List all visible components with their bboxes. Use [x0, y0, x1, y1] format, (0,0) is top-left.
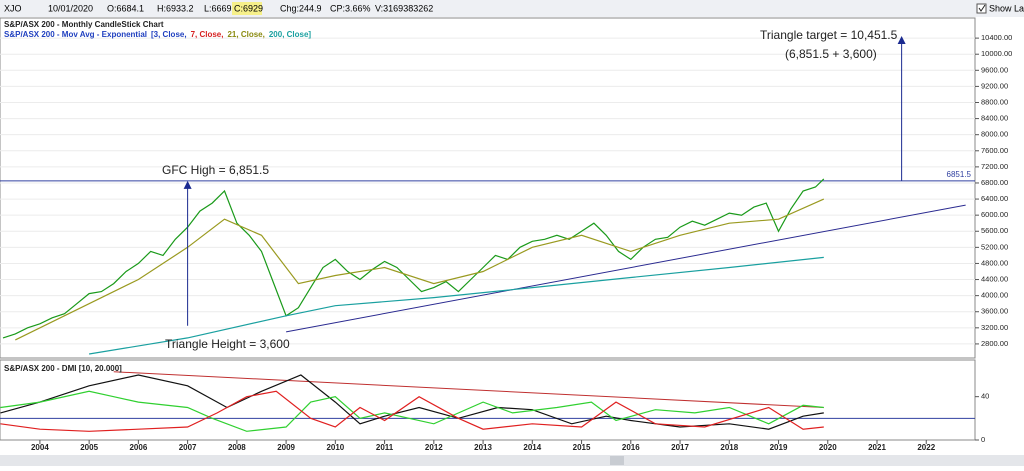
- y-tick-label: 5600.00: [981, 226, 1008, 235]
- x-tick-label: 2005: [80, 443, 98, 452]
- x-tick-label: 2007: [179, 443, 197, 452]
- y-tick-label: 9200.00: [981, 81, 1008, 90]
- annotation: Triangle Height = 3,600: [165, 337, 290, 351]
- close: C:6929: [234, 3, 263, 13]
- y-tick-label: 10000.00: [981, 49, 1012, 58]
- x-tick-label: 2013: [474, 443, 492, 452]
- y-tick-label: 2800.00: [981, 339, 1008, 348]
- trendline: [286, 204, 966, 333]
- y-tick-label: 5200.00: [981, 242, 1008, 251]
- series-line: [2, 178, 825, 339]
- scroll-thumb[interactable]: [610, 456, 624, 465]
- legend-param: 200, Close]: [269, 30, 312, 39]
- change: Chg:244.9: [280, 3, 322, 13]
- y-tick-label: 4000.00: [981, 291, 1008, 300]
- arrow-head: [897, 36, 906, 45]
- close-box: [232, 2, 262, 15]
- y-tick-label: 40: [981, 392, 989, 401]
- series-line: [0, 390, 824, 432]
- y-tick-label: 4400.00: [981, 275, 1008, 284]
- x-tick-label: 2006: [129, 443, 147, 452]
- low: L:6669.2: [204, 3, 239, 13]
- change-pct: CP:3.66%: [330, 3, 371, 13]
- y-tick-label: 10400.00: [981, 33, 1012, 42]
- legend-param: 21, Close,: [227, 30, 264, 39]
- x-tick-label: 2020: [819, 443, 837, 452]
- y-tick-label: 6400.00: [981, 194, 1008, 203]
- legend-param: 7, Close,: [191, 30, 224, 39]
- y-tick-label: 7200.00: [981, 162, 1008, 171]
- trendline: [113, 371, 824, 408]
- y-tick-label: 0: [981, 435, 985, 444]
- y-tick-label: 8800.00: [981, 97, 1008, 106]
- annotation: Triangle target = 10,451.5: [760, 28, 898, 42]
- x-tick-label: 2011: [376, 443, 394, 452]
- panel-title: S&P/ASX 200 - DMI [10, 20.000]: [4, 364, 122, 373]
- panel-title: S&P/ASX 200 - Monthly CandleStick Chart: [4, 20, 164, 29]
- y-tick-label: 6800.00: [981, 178, 1008, 187]
- arrow-head: [183, 180, 192, 189]
- y-tick-label: 7600.00: [981, 146, 1008, 155]
- y-tick-label: 3200.00: [981, 323, 1008, 332]
- level-label: 6851.5: [947, 170, 972, 179]
- subtitle: S&P/ASX 200 - Mov Avg - Exponential [3, C…: [4, 30, 311, 39]
- toolbar: [0, 0, 1024, 17]
- x-tick-label: 2022: [917, 443, 935, 452]
- x-tick-label: 2021: [868, 443, 886, 452]
- x-tick-label: 2018: [720, 443, 738, 452]
- series-line: [15, 198, 825, 341]
- show-last[interactable]: Show Last: [989, 3, 1024, 13]
- x-tick-label: 2010: [326, 443, 344, 452]
- show-last-checkbox[interactable]: [976, 3, 987, 14]
- subtitle-text: S&P/ASX 200 - Mov Avg - Exponential: [4, 30, 147, 39]
- y-tick-label: 4800.00: [981, 258, 1008, 267]
- annotation: GFC High = 6,851.5: [162, 163, 269, 177]
- volume: V:3169383262: [375, 3, 433, 13]
- y-tick-label: 9600.00: [981, 65, 1008, 74]
- series-line: [0, 390, 824, 432]
- high: H:6933.2: [157, 3, 194, 13]
- legend-param: [3, Close,: [151, 30, 187, 39]
- x-tick-label: 2016: [622, 443, 640, 452]
- scrollbar[interactable]: [0, 455, 1024, 466]
- x-tick-label: 2004: [31, 443, 49, 452]
- date: 10/01/2020: [48, 3, 93, 13]
- symbol: XJO: [4, 3, 22, 13]
- x-tick-label: 2009: [277, 443, 295, 452]
- x-tick-label: 2017: [671, 443, 689, 452]
- x-tick-label: 2012: [425, 443, 443, 452]
- y-tick-label: 3600.00: [981, 307, 1008, 316]
- y-tick-label: 6000.00: [981, 210, 1008, 219]
- x-tick-label: 2015: [573, 443, 591, 452]
- x-tick-label: 2008: [228, 443, 246, 452]
- annotation: (6,851.5 + 3,600): [785, 47, 877, 61]
- y-tick-label: 8400.00: [981, 114, 1008, 123]
- y-tick-label: 8000.00: [981, 130, 1008, 139]
- series-line: [89, 256, 824, 355]
- x-tick-label: 2014: [523, 443, 541, 452]
- x-tick-label: 2019: [770, 443, 788, 452]
- price-panel: [0, 17, 976, 359]
- dmi-panel: [0, 359, 976, 441]
- open: O:6684.1: [107, 3, 144, 13]
- check: [978, 4, 986, 12]
